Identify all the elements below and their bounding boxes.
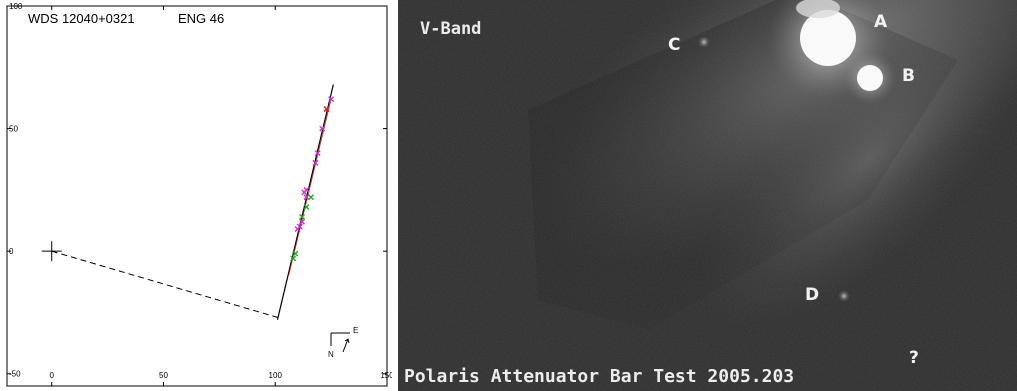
- data-point-stroke: [292, 250, 299, 257]
- plot-title: WDS 12040+0321: [28, 11, 135, 26]
- image-caption: Polaris Attenuator Bar Test 2005.203: [404, 366, 795, 387]
- star-label-c: C: [668, 35, 681, 55]
- star-label-d: D: [805, 285, 820, 305]
- axis-ticks: 0 50 100 150 100 50 0 -50: [7, 2, 392, 386]
- data-point: [323, 105, 330, 112]
- x-tick-label: 0: [49, 371, 54, 380]
- data-point: [314, 150, 321, 157]
- star-image-canvas: [398, 0, 1017, 391]
- y-tick-label: -50: [9, 370, 21, 379]
- star-label-a: A: [874, 12, 888, 32]
- data-point-stroke: [294, 226, 301, 233]
- star-label-b: B: [902, 66, 915, 86]
- data-point: [303, 194, 310, 201]
- data-point: [328, 96, 335, 103]
- separation-plot: WDS 12040+0321 ENG 46 0 50 100 150 100 50 0 -50…: [0, 0, 392, 391]
- plot-canvas: WDS 12040+0321 ENG 46 0 50 100 150 100 50 0 -50…: [6, 2, 392, 387]
- compass-icon: E N: [328, 326, 358, 359]
- data-point: [292, 250, 299, 257]
- data-point: [294, 226, 301, 233]
- y-tick-label: 100: [9, 2, 23, 11]
- data-point: [299, 218, 306, 225]
- data-point: [319, 125, 326, 132]
- data-point-stroke: [290, 255, 297, 262]
- data-point: [290, 255, 297, 262]
- data-point-stroke: [301, 189, 308, 196]
- compass-east-label: E: [353, 326, 358, 335]
- compass-north-label: N: [328, 350, 334, 359]
- data-point: [299, 213, 306, 220]
- data-point: [303, 204, 310, 211]
- data-point-stroke: [299, 218, 306, 225]
- data-point: [308, 194, 314, 201]
- data-point-stroke: [312, 159, 319, 166]
- data-point-stroke: [314, 150, 321, 157]
- x-tick-label: 100: [269, 371, 283, 380]
- data-point-stroke: [299, 213, 306, 220]
- star-image: V-Band A B C D ? Polaris Attenuator Bar …: [398, 0, 1017, 391]
- plot-frame: [6, 5, 388, 387]
- plot-subtitle: ENG 46: [178, 11, 224, 26]
- data-point-stroke: [303, 204, 310, 211]
- fit-line: [288, 99, 332, 276]
- band-label: V-Band: [420, 19, 482, 39]
- data-point-stroke: [308, 194, 314, 201]
- orbit-line: [276, 84, 334, 320]
- star-label-unknown: ?: [909, 348, 919, 368]
- data-point: [301, 189, 308, 196]
- data-point-stroke: [303, 194, 310, 201]
- x-tick-label: 50: [159, 371, 168, 380]
- data-point-stroke: [323, 105, 330, 112]
- data-point-stroke: [328, 96, 335, 103]
- data-points: [290, 96, 335, 262]
- data-point: [312, 159, 319, 166]
- y-tick-label: 50: [9, 125, 18, 134]
- x-tick-label: 150: [380, 371, 392, 380]
- data-point-stroke: [319, 125, 326, 132]
- y-tick-label: 0: [9, 247, 14, 256]
- plot-lines: [41, 84, 334, 320]
